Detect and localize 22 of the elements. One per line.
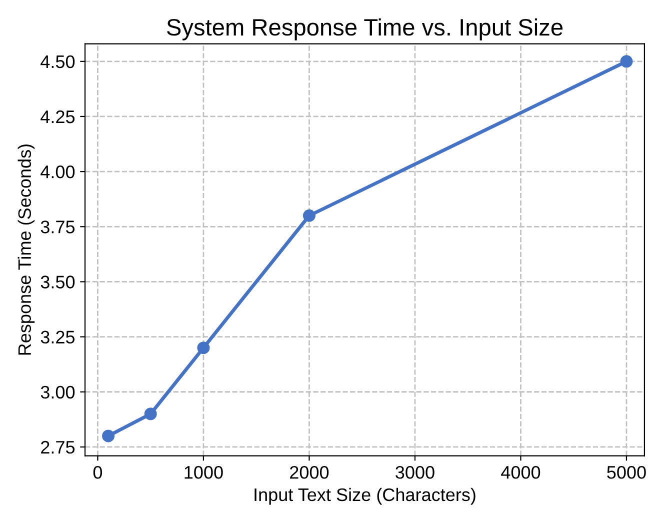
y-tick-label: 3.00 (40, 386, 75, 399)
x-axis-title: Input Text Size (Characters) (254, 488, 476, 505)
point (144, 408, 157, 420)
y-tick-label: 4.50 (40, 55, 75, 68)
x-tick-label: 1000 (184, 466, 223, 479)
point (197, 342, 210, 354)
point (302, 209, 316, 222)
point (620, 55, 633, 68)
y-tick-label: 4.00 (40, 165, 75, 178)
y-axis-title: Response Time (Seconds) (18, 144, 35, 355)
y-tick-label: 2.75 (41, 440, 75, 454)
chart-title: System Response Time vs. Input Size (167, 18, 563, 40)
y-tick-label: 3.50 (40, 276, 75, 288)
x-tick-label: 2000 (290, 466, 329, 479)
y-tick-label: 4.25 (40, 110, 75, 124)
x-tick-label: 3000 (396, 466, 434, 479)
point (102, 430, 115, 442)
x-tick-label: 4000 (501, 466, 540, 479)
x-tick-label: 0 (93, 466, 102, 479)
y-tick-label: 3.75 (40, 220, 75, 234)
y-tick-label: 3.25 (40, 330, 75, 344)
x-tick-label: 5000 (607, 466, 646, 479)
